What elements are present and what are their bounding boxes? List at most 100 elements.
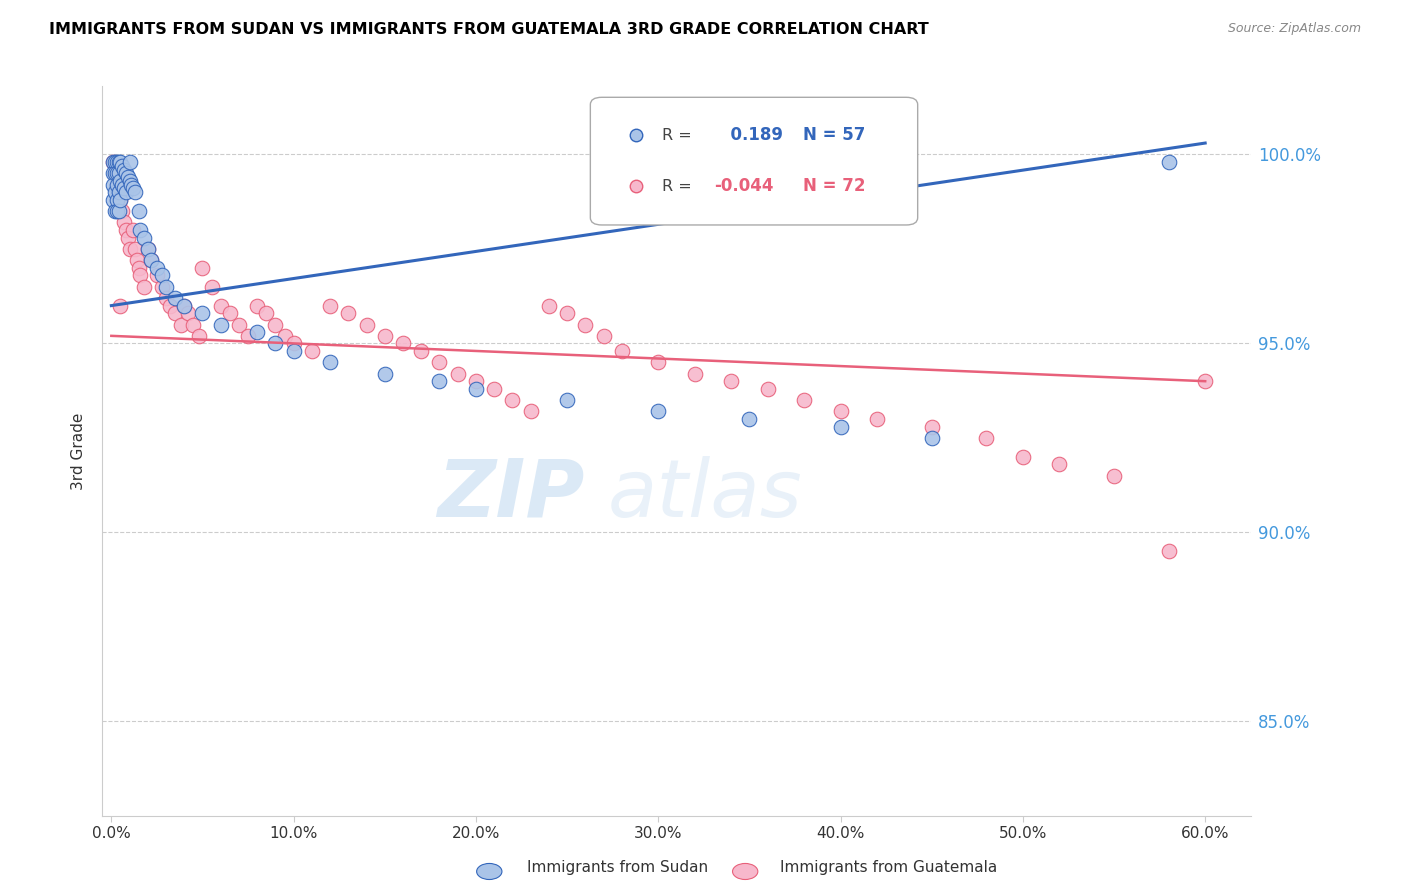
Point xyxy=(112,181,135,195)
Point xyxy=(209,318,232,332)
Point xyxy=(429,355,451,369)
Point xyxy=(501,393,523,408)
FancyBboxPatch shape xyxy=(591,97,918,225)
Point xyxy=(228,318,250,332)
Point xyxy=(246,325,269,339)
Point xyxy=(191,260,214,275)
Point xyxy=(173,299,195,313)
Point xyxy=(173,299,195,313)
Point xyxy=(129,268,152,283)
Point xyxy=(105,204,128,219)
Point xyxy=(105,166,128,180)
Text: 0.189: 0.189 xyxy=(718,127,783,145)
Point xyxy=(254,306,277,320)
Point xyxy=(128,204,150,219)
Point xyxy=(356,318,378,332)
Text: ZIP: ZIP xyxy=(437,456,585,534)
Point xyxy=(101,178,124,192)
Point xyxy=(141,253,163,268)
Point xyxy=(111,204,134,219)
Point xyxy=(125,253,148,268)
Point xyxy=(104,204,127,219)
Y-axis label: 3rd Grade: 3rd Grade xyxy=(72,412,86,490)
Point xyxy=(921,431,943,445)
Point xyxy=(191,306,214,320)
Point xyxy=(104,155,127,169)
Point xyxy=(555,306,578,320)
Point xyxy=(169,318,191,332)
Point xyxy=(319,355,342,369)
Point xyxy=(1012,450,1035,464)
Point xyxy=(392,336,415,351)
Point xyxy=(264,318,287,332)
Point xyxy=(159,299,181,313)
Point xyxy=(107,204,129,219)
Point xyxy=(738,412,761,426)
Text: IMMIGRANTS FROM SUDAN VS IMMIGRANTS FROM GUATEMALA 3RD GRADE CORRELATION CHART: IMMIGRANTS FROM SUDAN VS IMMIGRANTS FROM… xyxy=(49,22,929,37)
Point xyxy=(110,299,132,313)
Point xyxy=(647,355,669,369)
Point xyxy=(465,374,488,388)
Point xyxy=(683,367,706,381)
Point xyxy=(482,382,505,396)
Point xyxy=(107,185,129,199)
Point xyxy=(110,174,132,188)
Point xyxy=(155,291,177,305)
Point xyxy=(111,178,134,192)
Point xyxy=(134,230,156,244)
Point xyxy=(1102,468,1125,483)
Point xyxy=(264,336,287,351)
Point xyxy=(1047,458,1070,472)
Point xyxy=(150,268,173,283)
Point xyxy=(165,291,187,305)
Point xyxy=(105,193,128,207)
Point xyxy=(101,155,124,169)
Point xyxy=(146,260,169,275)
Text: Immigrants from Guatemala: Immigrants from Guatemala xyxy=(780,861,998,875)
Point xyxy=(283,336,305,351)
Point xyxy=(830,419,852,434)
Point xyxy=(107,155,129,169)
Text: R =: R = xyxy=(662,178,692,194)
Point xyxy=(519,404,541,418)
Point xyxy=(105,178,128,192)
Point xyxy=(921,419,943,434)
Point xyxy=(122,223,145,237)
Point xyxy=(146,268,169,283)
Point xyxy=(200,279,222,293)
Point xyxy=(122,181,145,195)
Point xyxy=(110,155,132,169)
Point xyxy=(1157,155,1180,169)
Point xyxy=(141,253,163,268)
Point xyxy=(118,155,141,169)
Point xyxy=(111,159,134,173)
Point xyxy=(118,174,141,188)
Text: Source: ZipAtlas.com: Source: ZipAtlas.com xyxy=(1227,22,1361,36)
Point xyxy=(976,431,998,445)
Point xyxy=(128,260,150,275)
Point xyxy=(105,178,128,192)
Point xyxy=(136,242,159,256)
Point xyxy=(104,185,127,199)
Point xyxy=(411,343,433,358)
Point xyxy=(115,223,138,237)
Point xyxy=(1194,374,1216,388)
Point xyxy=(120,178,142,192)
Point xyxy=(301,343,323,358)
Point xyxy=(830,404,852,418)
Point xyxy=(720,374,742,388)
Point xyxy=(101,193,124,207)
Point xyxy=(337,306,360,320)
Point xyxy=(104,166,127,180)
Point xyxy=(209,299,232,313)
Point xyxy=(236,329,259,343)
Point xyxy=(117,230,139,244)
Point xyxy=(112,162,135,177)
Point xyxy=(134,279,156,293)
Point xyxy=(165,306,187,320)
Point xyxy=(155,279,177,293)
Point xyxy=(177,306,200,320)
Point xyxy=(124,242,146,256)
Point xyxy=(592,329,614,343)
Text: R =: R = xyxy=(662,128,692,143)
